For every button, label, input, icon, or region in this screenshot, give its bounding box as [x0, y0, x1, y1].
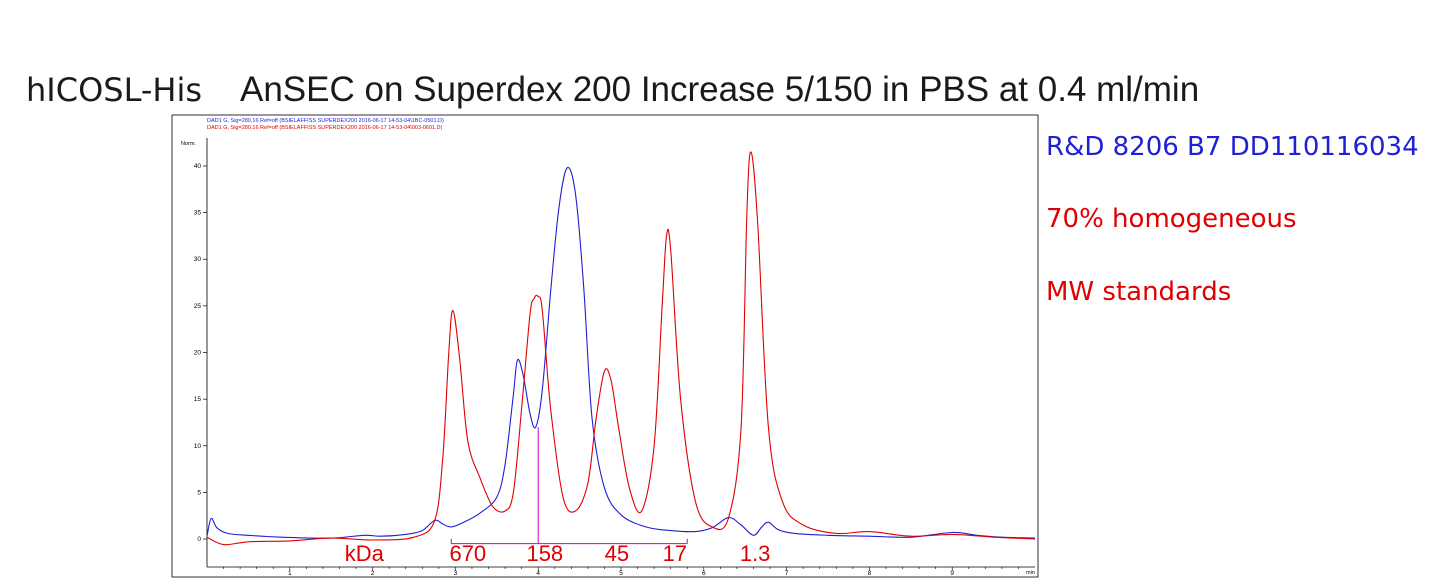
y-tick-label-25: 25: [194, 303, 202, 310]
kda-label-17: 17: [663, 541, 687, 566]
x-tick-label-9: 9: [950, 570, 954, 577]
kda-label-45: 45: [605, 541, 629, 566]
slide-title: hICOSL-His AnSEC on Superdex 200 Increase…: [26, 68, 1199, 112]
series-mw-standards-red-line: [206, 151, 1036, 546]
kda-label-1-3: 1.3: [740, 541, 771, 566]
y-tick-label-15: 15: [194, 396, 202, 403]
title-method: AnSEC on Superdex 200 Increase 5/150 in …: [240, 70, 1200, 109]
kda-label-670: 670: [449, 541, 486, 566]
header-line-red: DAD1 G, Sig=280,16 Ref=off (BSIELAFFISS …: [207, 125, 442, 131]
legend-homogeneity: 70% homogeneous: [1046, 204, 1297, 234]
title-protein-name: hICOSL-His: [26, 71, 202, 109]
y-tick-label-30: 30: [194, 256, 202, 263]
x-tick-label-1: 1: [288, 570, 292, 577]
kda-label-158: 158: [526, 541, 563, 566]
y-axis-label: Norm.: [181, 141, 196, 147]
series-sample-blue-line: [206, 166, 1036, 539]
legend-mw-standards: MW standards: [1046, 277, 1232, 307]
y-tick-label-0: 0: [197, 536, 201, 543]
header-line-blue: DAD1 G, Sig=280,16 Ref=off (BSIELAFFISS …: [207, 118, 444, 124]
x-tick-label-5: 5: [619, 570, 623, 577]
y-tick-label-10: 10: [194, 443, 202, 450]
x-axis-label: min: [1026, 570, 1035, 576]
x-tick-label-4: 4: [536, 570, 540, 577]
y-tick-label-20: 20: [194, 350, 202, 357]
legend-sample-name: R&D 8206 B7 DD110116034: [1046, 132, 1419, 162]
x-tick-label-2: 2: [371, 570, 375, 577]
y-tick-label-5: 5: [197, 489, 201, 496]
kda-label-kDa: kDa: [345, 541, 385, 566]
x-tick-label-6: 6: [702, 570, 706, 577]
x-tick-label-3: 3: [454, 570, 458, 577]
x-tick-label-8: 8: [868, 570, 872, 577]
y-tick-label-35: 35: [194, 210, 202, 217]
y-tick-label-40: 40: [194, 163, 202, 170]
chart-frame: [171, 114, 1039, 578]
x-tick-label-7: 7: [785, 570, 789, 577]
